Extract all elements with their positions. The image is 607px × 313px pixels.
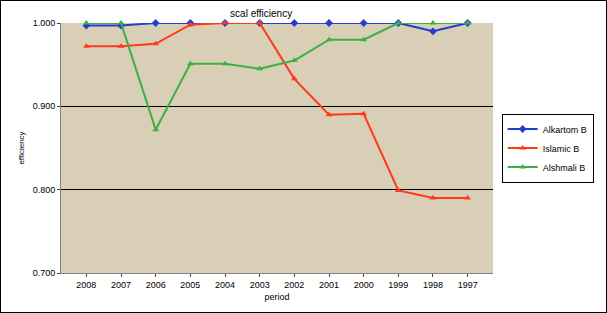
- svg-text:2002: 2002: [284, 280, 304, 290]
- svg-text:1.000: 1.000: [33, 18, 56, 28]
- svg-text:efficiency: efficiency: [17, 131, 26, 164]
- svg-text:0.700: 0.700: [33, 268, 56, 278]
- svg-text:2007: 2007: [111, 280, 131, 290]
- svg-text:2004: 2004: [215, 280, 235, 290]
- svg-text:period: period: [264, 292, 289, 302]
- svg-text:2006: 2006: [146, 280, 166, 290]
- svg-text:2005: 2005: [180, 280, 200, 290]
- svg-text:Islamic B: Islamic B: [543, 144, 580, 154]
- svg-text:2003: 2003: [250, 280, 270, 290]
- svg-text:2008: 2008: [76, 280, 96, 290]
- svg-text:Alshmali B: Alshmali B: [543, 163, 586, 173]
- svg-text:1997: 1997: [458, 280, 478, 290]
- svg-text:1998: 1998: [423, 280, 443, 290]
- svg-text:0.900: 0.900: [33, 101, 56, 111]
- svg-text:2000: 2000: [354, 280, 374, 290]
- svg-text:Alkartom B: Alkartom B: [543, 125, 587, 135]
- svg-text:2001: 2001: [319, 280, 339, 290]
- svg-text:0.800: 0.800: [33, 185, 56, 195]
- svg-text:scal efficiency: scal efficiency: [230, 8, 292, 19]
- svg-text:1999: 1999: [388, 280, 408, 290]
